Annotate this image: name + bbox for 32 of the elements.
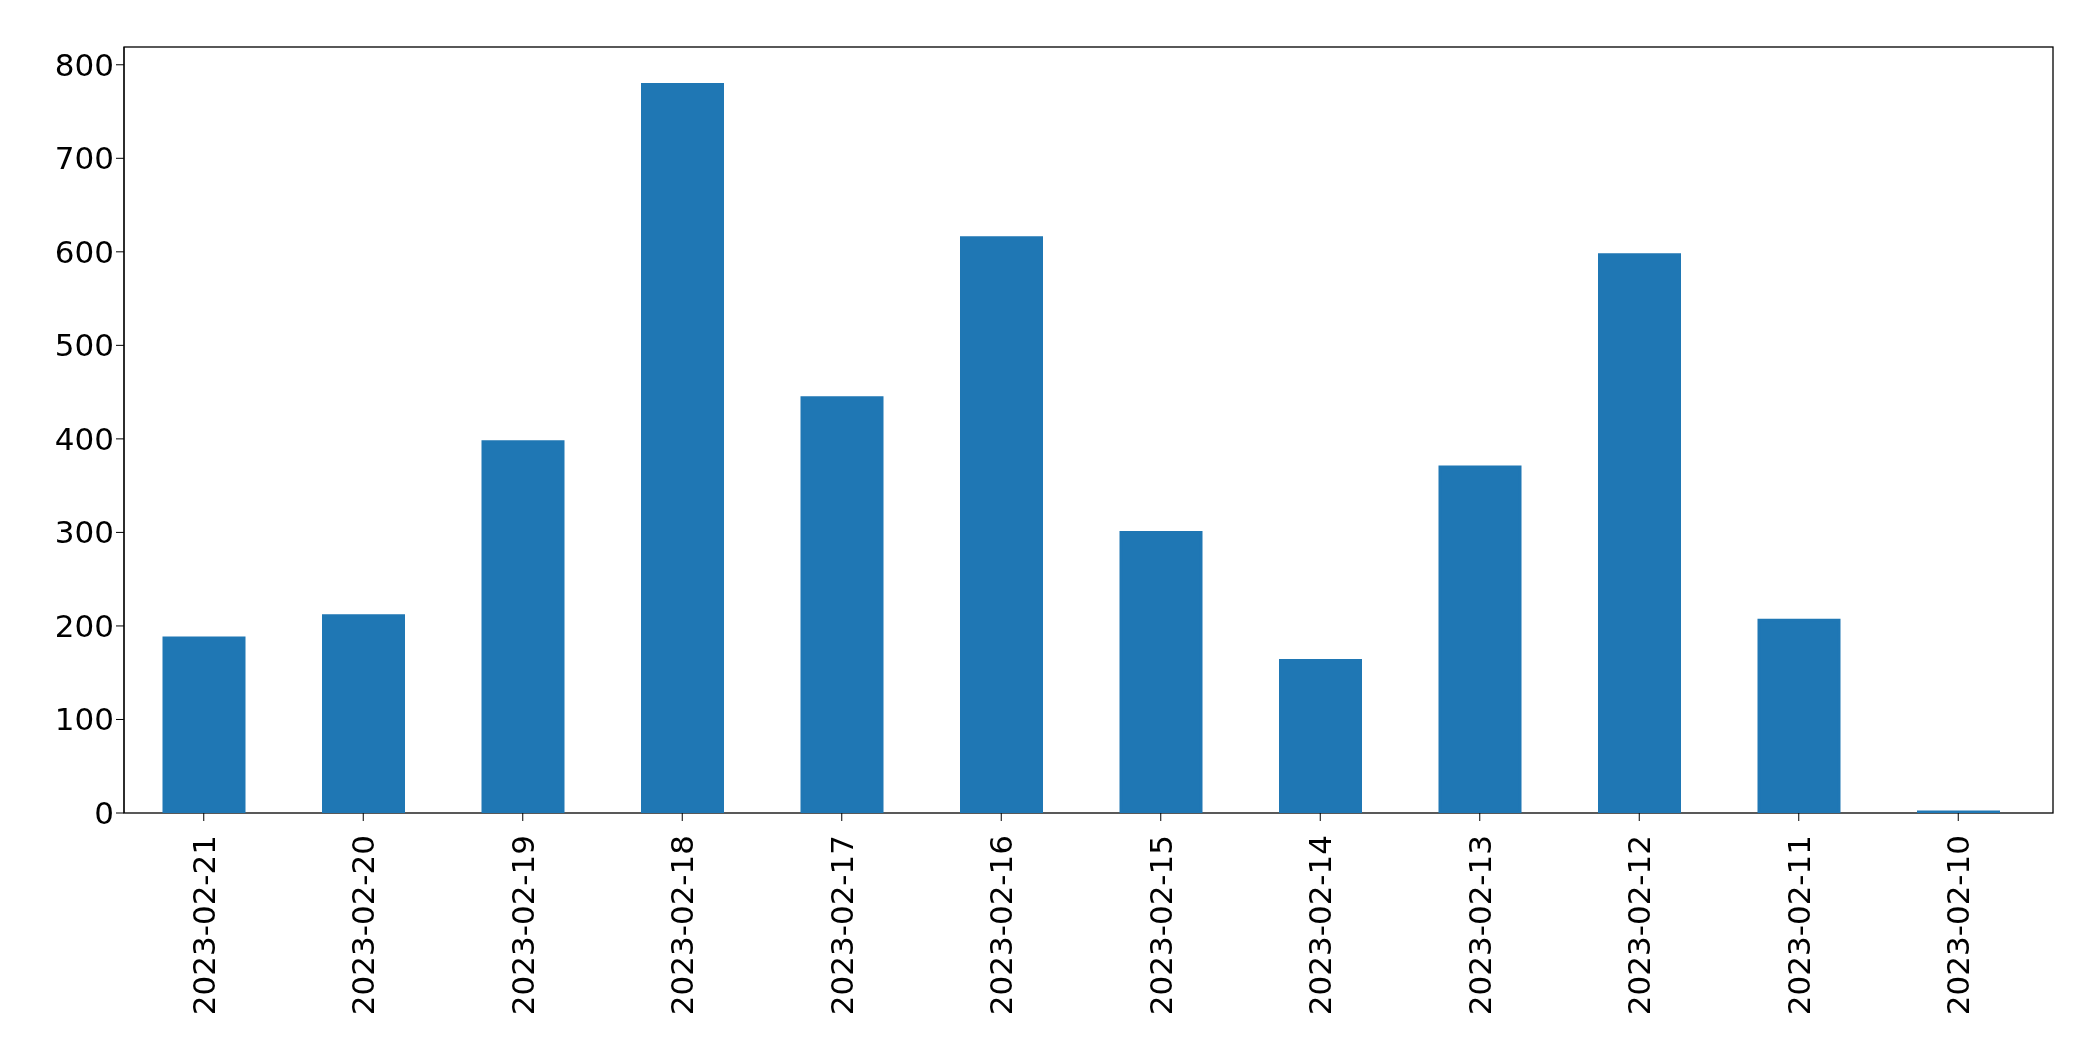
- y-tick-label: 300: [54, 514, 114, 551]
- x-tick-label: 2023-02-16: [983, 835, 1020, 1016]
- bar: [481, 440, 565, 813]
- x-tick-label: 2023-02-17: [823, 835, 860, 1016]
- bar: [960, 236, 1043, 813]
- bar: [1119, 530, 1203, 813]
- bar: [641, 82, 724, 813]
- bar: [1757, 618, 1841, 813]
- x-tick-label: 2023-02-12: [1621, 835, 1658, 1016]
- y-tick-label: 200: [54, 607, 114, 644]
- x-tick-label: 2023-02-18: [664, 835, 701, 1016]
- bar: [1598, 253, 1681, 813]
- x-tick-label: 2023-02-10: [1940, 835, 1977, 1016]
- y-tick-label: 500: [54, 327, 114, 364]
- y-tick-label: 800: [54, 46, 114, 83]
- bar: [162, 636, 246, 813]
- y-tick-label: 100: [54, 701, 114, 738]
- bar: [322, 614, 405, 813]
- bar: [1279, 659, 1362, 813]
- x-tick-label: 2023-02-21: [185, 835, 222, 1016]
- y-tick-label: 0: [94, 795, 114, 832]
- x-tick-label: 2023-02-19: [504, 835, 541, 1016]
- bar: [1438, 465, 1522, 813]
- y-tick-label: 700: [54, 140, 114, 177]
- x-tick-label: 2023-02-14: [1302, 835, 1339, 1016]
- x-tick-label: 2023-02-11: [1780, 835, 1817, 1016]
- x-tick-label: 2023-02-15: [1142, 835, 1179, 1016]
- y-tick-label: 600: [54, 233, 114, 270]
- x-tick-label: 2023-02-20: [345, 835, 382, 1016]
- y-tick-label: 400: [54, 420, 114, 457]
- x-tick-label: 2023-02-13: [1461, 835, 1498, 1016]
- bar: [800, 396, 884, 813]
